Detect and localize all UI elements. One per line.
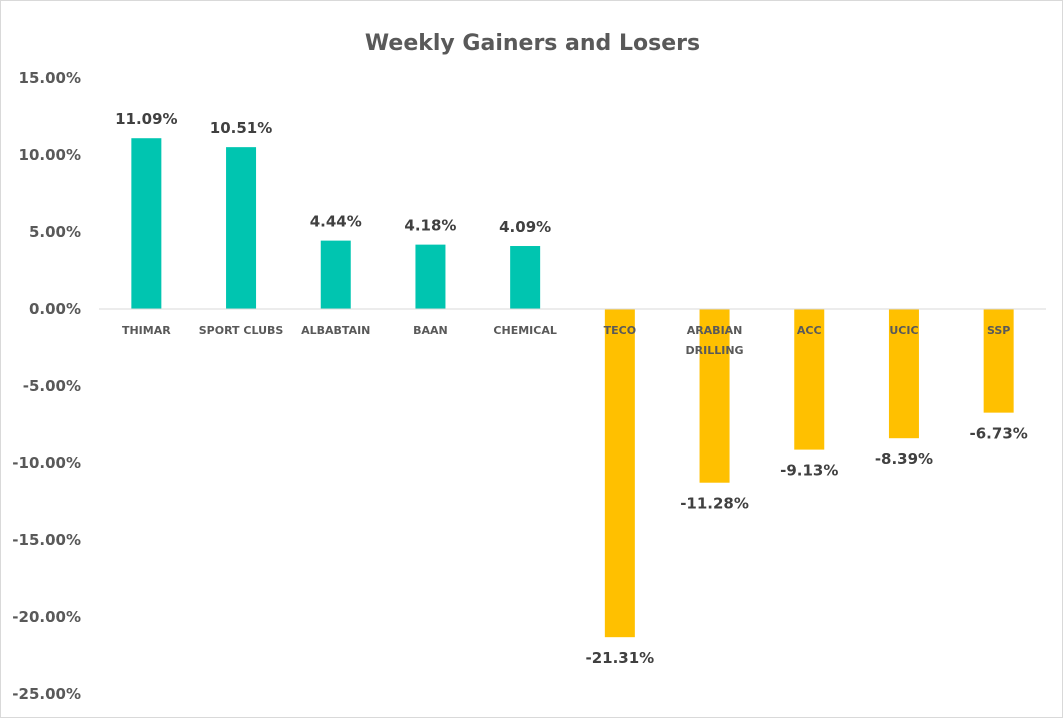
y-tick-label: 10.00% [19,146,81,164]
data-label: -11.28% [680,495,749,513]
y-tick-label: -20.00% [12,608,81,626]
category-label: BAAN [413,324,448,337]
bar [131,138,162,309]
bar [226,147,257,309]
category-label: UCIC [889,324,918,337]
bar [320,240,351,309]
data-label: -21.31% [585,649,654,667]
data-label: -8.39% [875,450,933,468]
data-label: 4.44% [310,213,362,231]
data-label: 4.09% [499,218,551,236]
data-label: -9.13% [780,462,838,480]
bar [794,309,825,450]
category-label: DRILLING [686,344,744,357]
data-label: 10.51% [210,119,272,137]
bar [983,309,1014,413]
category-label: SPORT CLUBS [199,324,284,337]
category-label: THIMAR [122,324,171,337]
bar [510,246,541,309]
category-label: ACC [797,324,822,337]
data-label: 4.18% [404,217,456,235]
category-label: CHEMICAL [493,324,556,337]
data-label: 11.09% [115,110,177,128]
category-label: ARABIAN [687,324,743,337]
y-tick-label: -25.00% [12,685,81,703]
bar [888,309,919,439]
data-label: -6.73% [970,425,1028,443]
category-label: SSP [987,324,1010,337]
y-tick-label: -5.00% [23,377,81,395]
y-tick-label: 15.00% [19,69,81,87]
category-label: ALBABTAIN [301,324,370,337]
y-tick-label: 5.00% [29,223,81,241]
y-tick-label: -10.00% [12,454,81,472]
bar [415,244,446,309]
bar [604,309,635,638]
bar [699,309,730,483]
category-label: TECO [604,324,636,337]
chart-title: Weekly Gainers and Losers [364,31,701,56]
y-tick-label: -15.00% [12,531,81,549]
y-tick-label: 0.00% [29,300,81,318]
